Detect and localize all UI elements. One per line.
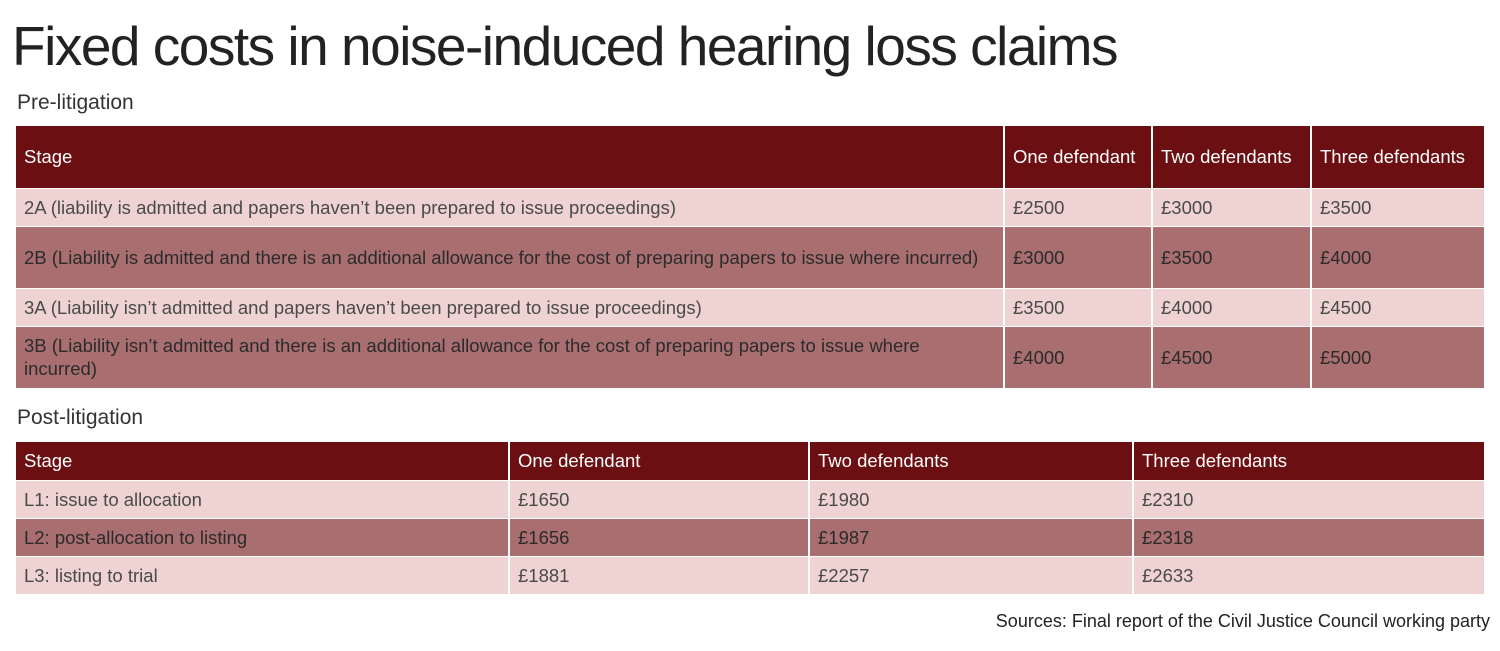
one-defendant-cell: £3500 bbox=[1004, 288, 1153, 327]
post-litigation-table: Stage One defendant Two defendants Three… bbox=[16, 442, 1484, 595]
stage-cell: L2: post-allocation to listing bbox=[16, 518, 510, 557]
one-defendant-cell: £3000 bbox=[1004, 226, 1153, 289]
column-header-three-defendants: Three defendants bbox=[1133, 442, 1484, 481]
one-defendant-cell: £1881 bbox=[509, 556, 810, 595]
two-defendants-cell: £4500 bbox=[1152, 326, 1312, 389]
table-row: 2B (Liability is admitted and there is a… bbox=[16, 226, 1484, 289]
column-header-three-defendants: Three defendants bbox=[1311, 126, 1484, 189]
table-row: 3A (Liability isn’t admitted and papers … bbox=[16, 288, 1484, 327]
column-header-stage: Stage bbox=[16, 442, 510, 481]
two-defendants-cell: £1987 bbox=[809, 518, 1134, 557]
column-header-two-defendants: Two defendants bbox=[809, 442, 1134, 481]
three-defendants-cell: £2310 bbox=[1133, 480, 1484, 519]
two-defendants-cell: £3500 bbox=[1152, 226, 1312, 289]
one-defendant-cell: £1650 bbox=[509, 480, 810, 519]
three-defendants-cell: £2633 bbox=[1133, 556, 1484, 595]
stage-cell: 2B (Liability is admitted and there is a… bbox=[16, 226, 1005, 289]
table-row: L2: post-allocation to listing £1656 £19… bbox=[16, 518, 1484, 557]
pre-litigation-heading: Pre-litigation bbox=[17, 91, 134, 114]
two-defendants-cell: £2257 bbox=[809, 556, 1134, 595]
two-defendants-cell: £3000 bbox=[1152, 188, 1312, 227]
three-defendants-cell: £5000 bbox=[1311, 326, 1484, 389]
one-defendant-cell: £1656 bbox=[509, 518, 810, 557]
column-header-two-defendants: Two defendants bbox=[1152, 126, 1312, 189]
source-note: Sources: Final report of the Civil Justi… bbox=[995, 611, 1490, 631]
table-row: L1: issue to allocation £1650 £1980 £231… bbox=[16, 480, 1484, 519]
one-defendant-cell: £2500 bbox=[1004, 188, 1153, 227]
stage-cell: 3B (Liability isn’t admitted and there i… bbox=[16, 326, 1005, 389]
column-header-one-defendant: One defendant bbox=[1004, 126, 1153, 189]
stage-cell: L3: listing to trial bbox=[16, 556, 510, 595]
table-header-row: Stage One defendant Two defendants Three… bbox=[16, 442, 1484, 481]
pre-litigation-table: Stage One defendant Two defendants Three… bbox=[16, 126, 1484, 389]
column-header-stage: Stage bbox=[16, 126, 1005, 189]
table-row: 2A (liability is admitted and papers hav… bbox=[16, 188, 1484, 227]
three-defendants-cell: £4000 bbox=[1311, 226, 1484, 289]
two-defendants-cell: £4000 bbox=[1152, 288, 1312, 327]
one-defendant-cell: £4000 bbox=[1004, 326, 1153, 389]
three-defendants-cell: £3500 bbox=[1311, 188, 1484, 227]
table-row: L3: listing to trial £1881 £2257 £2633 bbox=[16, 556, 1484, 595]
two-defendants-cell: £1980 bbox=[809, 480, 1134, 519]
table-header-row: Stage One defendant Two defendants Three… bbox=[16, 126, 1484, 189]
stage-cell: 2A (liability is admitted and papers hav… bbox=[16, 188, 1005, 227]
table-row: 3B (Liability isn’t admitted and there i… bbox=[16, 326, 1484, 389]
column-header-one-defendant: One defendant bbox=[509, 442, 810, 481]
three-defendants-cell: £2318 bbox=[1133, 518, 1484, 557]
page-title: Fixed costs in noise-induced hearing los… bbox=[12, 15, 1118, 77]
post-litigation-heading: Post-litigation bbox=[17, 406, 144, 429]
stage-cell: L1: issue to allocation bbox=[16, 480, 510, 519]
stage-cell: 3A (Liability isn’t admitted and papers … bbox=[16, 288, 1005, 327]
three-defendants-cell: £4500 bbox=[1311, 288, 1484, 327]
